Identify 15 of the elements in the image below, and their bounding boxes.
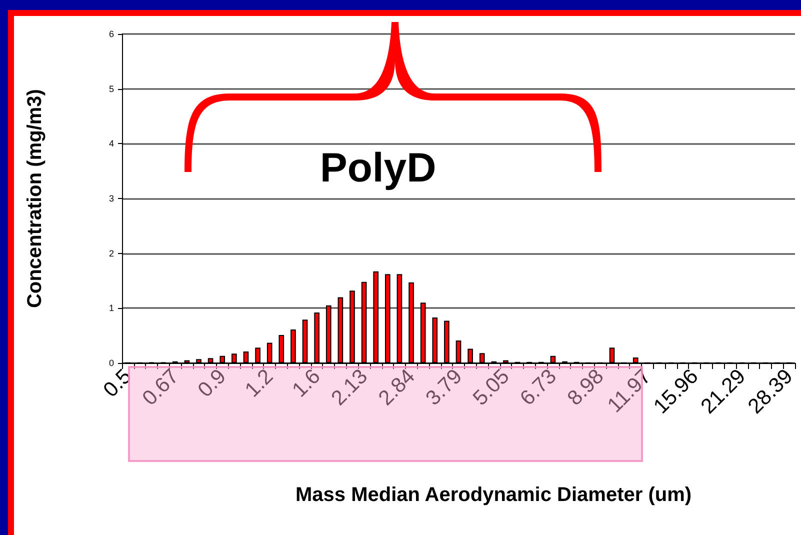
y-tick-label: 1 <box>108 303 114 314</box>
annotation: PolyD <box>320 144 436 190</box>
y-tick-label: 3 <box>108 194 114 204</box>
y-tick-label: 5 <box>108 84 114 94</box>
x-tick-label: 6.73 <box>516 364 562 410</box>
y-tick-label: 4 <box>108 138 114 149</box>
x-axis-title: Mass Median Aerodynamic Diameter (um) <box>295 484 692 506</box>
x-tick-label: 0.9 <box>194 364 230 402</box>
y-tick-label: 2 <box>108 248 114 258</box>
x-tick-label: 3.79 <box>421 364 467 410</box>
x-tick-label: 1.2 <box>240 364 278 402</box>
x-tick-label: 1.6 <box>288 364 325 402</box>
y-axis-title: Concentration (mg/m3) <box>24 89 46 308</box>
y-tick-label: 6 <box>108 29 114 39</box>
x-tick-label: 8.98 <box>563 364 608 410</box>
